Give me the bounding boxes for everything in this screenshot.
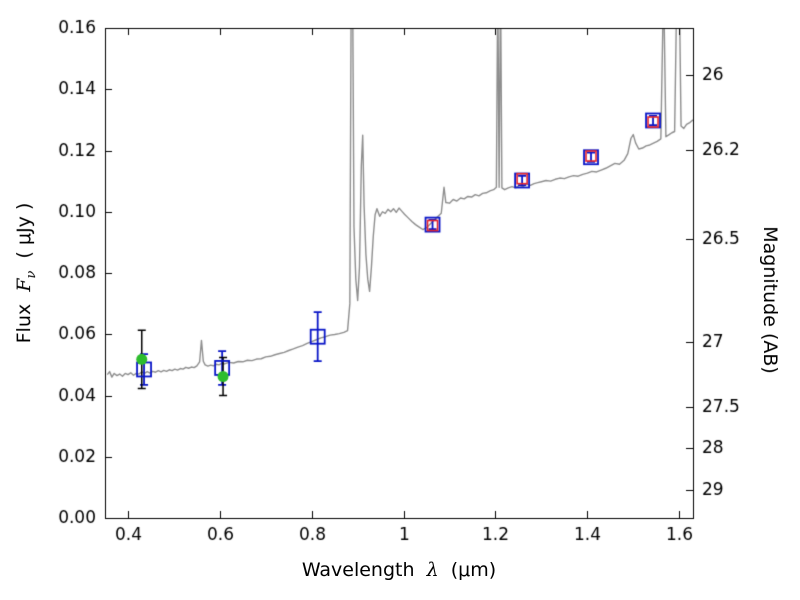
flux-symbol: F bbox=[13, 278, 36, 292]
x-axis-label: Wavelength λ (μm) bbox=[302, 559, 496, 581]
x-axis-label-word: Wavelength bbox=[301, 559, 415, 581]
left-y-axis-label: Flux Fν ( μJy ) bbox=[13, 203, 39, 344]
right-y-axis-label: Magnitude (AB) bbox=[759, 226, 781, 374]
flux-symbol-subscript: ν bbox=[23, 270, 39, 279]
flux-label-unit: ( μJy ) bbox=[13, 202, 36, 259]
lambda-symbol: λ bbox=[426, 559, 439, 581]
x-axis-label-unit: (μm) bbox=[450, 559, 497, 581]
flux-label-word: Flux bbox=[13, 303, 36, 344]
